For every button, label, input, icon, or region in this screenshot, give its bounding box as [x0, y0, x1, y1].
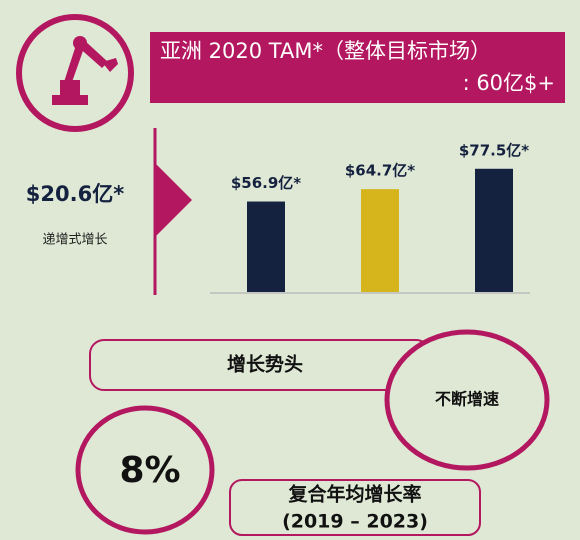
value-label: $64.7亿*: [345, 162, 415, 180]
bar: [247, 201, 285, 292]
side-label: 递增式增长: [42, 233, 107, 248]
bar: [361, 189, 399, 292]
cagr-circle: [75, 405, 215, 535]
momentum-title: 增长势头: [227, 353, 303, 376]
side-value: $20.6亿*: [26, 182, 124, 206]
cagr-box: [229, 479, 481, 536]
cagr-period: (2019 – 2023): [282, 511, 428, 533]
value-label: $56.9亿*: [231, 174, 301, 192]
cagr-value: 8%: [119, 450, 180, 491]
value-label: $77.5亿*: [459, 141, 529, 159]
cagr-label: 复合年均增长率: [287, 483, 421, 506]
icon-circle: [16, 14, 134, 132]
note-circle: [384, 329, 550, 471]
title: 亚洲 2020 TAM*（整体目标市场）: [160, 39, 491, 63]
bar-chart: $56.9亿* $64.7亿* $77.5亿*: [231, 141, 529, 292]
momentum-note: 不断增速: [435, 390, 499, 409]
robot-icon: [52, 36, 118, 105]
arrow: [155, 163, 192, 237]
title-box: [150, 32, 565, 103]
bar: [475, 168, 513, 292]
subtitle: : 60亿$+: [463, 71, 555, 95]
